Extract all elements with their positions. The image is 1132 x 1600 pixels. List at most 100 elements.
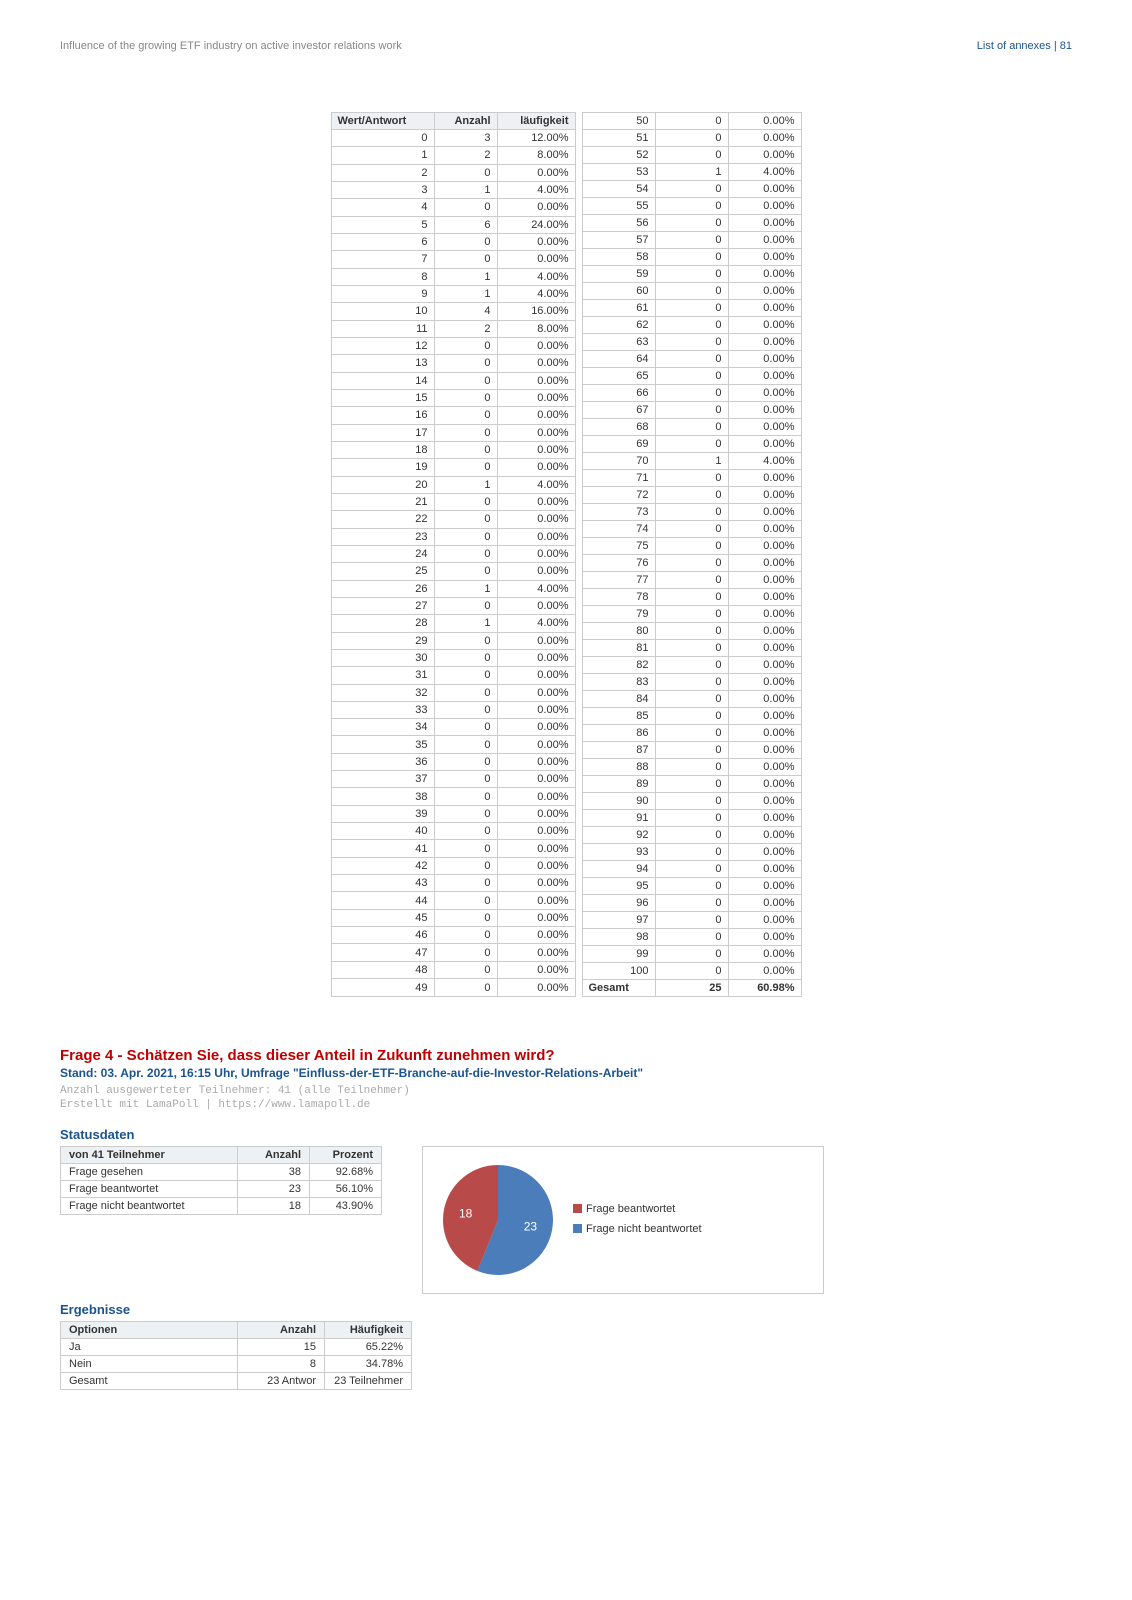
header-left: Influence of the growing ETF industry on… <box>60 40 402 52</box>
erg-header: Häufigkeit <box>325 1321 412 1338</box>
table-row: 8600.00% <box>582 725 801 742</box>
table-row: Nein834.78% <box>61 1355 412 1372</box>
table-row: 4800.00% <box>331 961 575 978</box>
table-row: 2500.00% <box>331 563 575 580</box>
table-row: 6400.00% <box>582 351 801 368</box>
ergebnisse-table: OptionenAnzahlHäufigkeit Ja1565.22%Nein8… <box>60 1321 412 1390</box>
table-row: 9600.00% <box>582 895 801 912</box>
table-row: 10000.00% <box>582 963 801 980</box>
freq-table-right: 5000.00%5100.00%5200.00%5314.00%5400.00%… <box>582 112 802 997</box>
table-row: 7900.00% <box>582 606 801 623</box>
table-row: 7014.00% <box>582 453 801 470</box>
table-row: 4700.00% <box>331 944 575 961</box>
table-row: 8400.00% <box>582 691 801 708</box>
table-row: 8100.00% <box>582 640 801 657</box>
table-row: 9000.00% <box>582 793 801 810</box>
table-row: 7600.00% <box>582 555 801 572</box>
question-meta: Anzahl ausgewerteter Teilnehmer: 41 (all… <box>60 1084 1072 1113</box>
table-row: 3500.00% <box>331 736 575 753</box>
pie-label: 23 <box>524 1219 538 1233</box>
table-row: 5200.00% <box>582 147 801 164</box>
table-row: 2814.00% <box>331 615 575 632</box>
table-row: 5700.00% <box>582 232 801 249</box>
table-row: 814.00% <box>331 268 575 285</box>
table-row: 5600.00% <box>582 215 801 232</box>
status-table: von 41 TeilnehmerAnzahlProzent Frage ges… <box>60 1146 382 1215</box>
table-row: 128.00% <box>331 147 575 164</box>
table-row: 914.00% <box>331 285 575 302</box>
table-row: 9300.00% <box>582 844 801 861</box>
table-row: 7700.00% <box>582 572 801 589</box>
table-row: 8000.00% <box>582 623 801 640</box>
header-right: List of annexes | 81 <box>977 40 1072 52</box>
freq-header: Anzahl <box>434 113 497 130</box>
gesamt-row: Gesamt2560.98% <box>582 980 801 997</box>
table-row: 9800.00% <box>582 929 801 946</box>
table-row: 0312.00% <box>331 130 575 147</box>
pie-chart-box: 1823 Frage beantwortetFrage nicht beantw… <box>422 1146 824 1294</box>
table-row: 10416.00% <box>331 303 575 320</box>
table-row: 3700.00% <box>331 771 575 788</box>
table-row: 7400.00% <box>582 521 801 538</box>
legend-text: Frage beantwortet <box>586 1203 675 1215</box>
erg-header: Anzahl <box>238 1321 325 1338</box>
table-row: 4000.00% <box>331 823 575 840</box>
table-row: 3100.00% <box>331 667 575 684</box>
ergebnisse-heading: Ergebnisse <box>60 1302 1072 1317</box>
legend-swatch <box>573 1224 582 1233</box>
table-row: 4900.00% <box>331 979 575 997</box>
pie-chart: 1823 <box>433 1155 563 1285</box>
table-row: 4300.00% <box>331 875 575 892</box>
table-row: 8200.00% <box>582 657 801 674</box>
table-row: 7300.00% <box>582 504 801 521</box>
question-block: Frage 4 - Schätzen Sie, dass dieser Ante… <box>60 1047 1072 1390</box>
table-row: 3800.00% <box>331 788 575 805</box>
table-row: 8800.00% <box>582 759 801 776</box>
page-header: Influence of the growing ETF industry on… <box>60 40 1072 52</box>
table-row: 4500.00% <box>331 909 575 926</box>
table-row: Ja1565.22% <box>61 1338 412 1355</box>
table-row: 1900.00% <box>331 459 575 476</box>
table-row: 5100.00% <box>582 130 801 147</box>
table-row: 200.00% <box>331 164 575 181</box>
table-row: Frage gesehen3892.68% <box>61 1163 382 1180</box>
table-row: 8700.00% <box>582 742 801 759</box>
freq-header: läufigkeit <box>497 113 575 130</box>
freq-header: Wert/Antwort <box>331 113 434 130</box>
table-row: 8500.00% <box>582 708 801 725</box>
legend-item: Frage nicht beantwortet <box>573 1220 702 1240</box>
table-row: 7500.00% <box>582 538 801 555</box>
table-row: Frage nicht beantwortet1843.90% <box>61 1197 382 1214</box>
table-row: 5314.00% <box>582 164 801 181</box>
table-row: 2100.00% <box>331 493 575 510</box>
table-row: 9200.00% <box>582 827 801 844</box>
table-row: 5900.00% <box>582 266 801 283</box>
table-row: 314.00% <box>331 181 575 198</box>
erg-header: Optionen <box>61 1321 238 1338</box>
table-row: 2400.00% <box>331 545 575 562</box>
status-header: Prozent <box>310 1146 382 1163</box>
table-row: 2900.00% <box>331 632 575 649</box>
table-row: 8300.00% <box>582 674 801 691</box>
table-row: 6300.00% <box>582 334 801 351</box>
question-stand: Stand: 03. Apr. 2021, 16:15 Uhr, Umfrage… <box>60 1066 1072 1080</box>
legend-swatch <box>573 1204 582 1213</box>
table-row: 3900.00% <box>331 805 575 822</box>
table-row: 3600.00% <box>331 753 575 770</box>
table-row: 5000.00% <box>582 113 801 130</box>
table-row: 8900.00% <box>582 776 801 793</box>
table-row: 2300.00% <box>331 528 575 545</box>
pie-label: 18 <box>459 1206 473 1220</box>
table-row: 1800.00% <box>331 441 575 458</box>
freq-table-left: Wert/AntwortAnzahlläufigkeit 0312.00%128… <box>331 112 576 997</box>
legend-item: Frage beantwortet <box>573 1200 702 1220</box>
table-row: 6100.00% <box>582 300 801 317</box>
table-row: 4100.00% <box>331 840 575 857</box>
status-header: von 41 Teilnehmer <box>61 1146 238 1163</box>
gesamt-row: Gesamt23 Antwor23 Teilnehmer <box>61 1372 412 1389</box>
table-row: 7800.00% <box>582 589 801 606</box>
table-row: 700.00% <box>331 251 575 268</box>
table-row: 9700.00% <box>582 912 801 929</box>
frequency-tables: Wert/AntwortAnzahlläufigkeit 0312.00%128… <box>60 112 1072 997</box>
table-row: 7200.00% <box>582 487 801 504</box>
